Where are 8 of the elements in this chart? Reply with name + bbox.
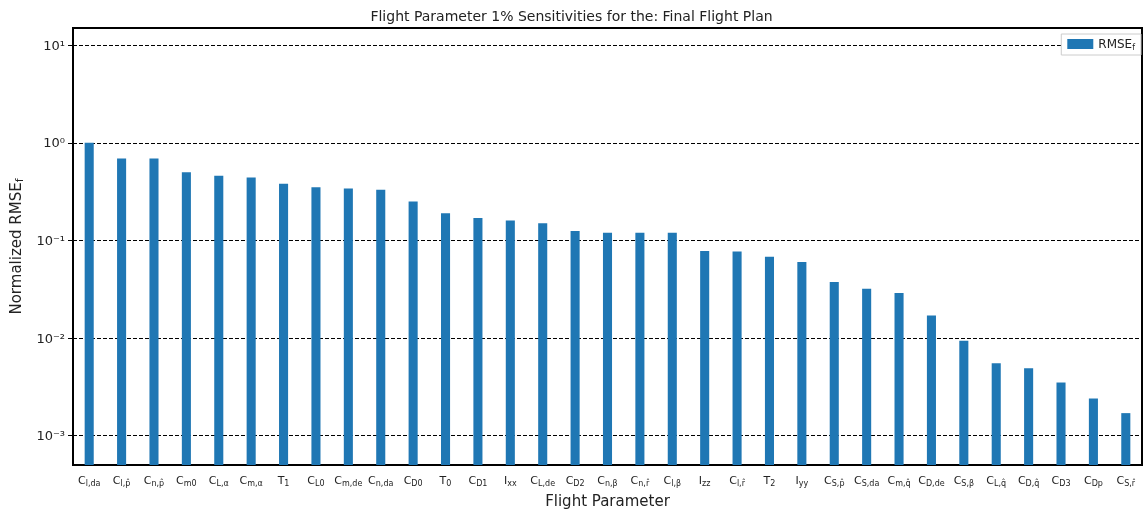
x-axis-title: Flight Parameter xyxy=(545,491,671,510)
y-tick-label: 10⁻³ xyxy=(36,428,65,444)
y-tick-label: 10⁻² xyxy=(36,330,65,346)
y-axis-title: Normalized RMSEf xyxy=(6,177,26,315)
y-tick-label: 10¹ xyxy=(43,37,65,53)
y-tick-label: 10⁻¹ xyxy=(36,232,65,248)
y-tick-label: 10⁰ xyxy=(43,135,65,151)
chart-title: Flight Parameter 1% Sensitivities for the: Final Flight Plan xyxy=(370,8,773,24)
